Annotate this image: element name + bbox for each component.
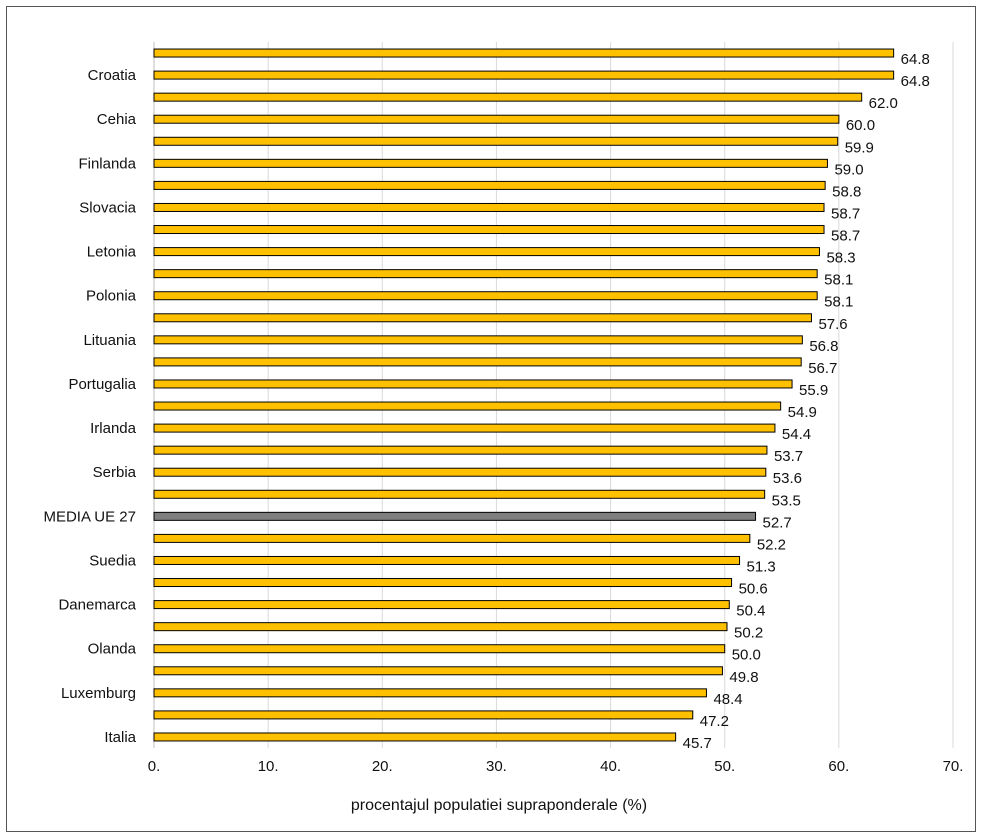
- bar: [153, 158, 828, 168]
- value-labels: 64.864.862.060.059.959.058.858.758.758.3…: [683, 51, 930, 752]
- value-label: 58.3: [826, 250, 855, 267]
- bar: [153, 555, 741, 565]
- category-label: Suedia: [89, 552, 136, 569]
- value-label: 50.0: [732, 647, 761, 664]
- x-tick-label: 20.: [372, 758, 393, 775]
- bar: [153, 70, 895, 80]
- value-label: 55.9: [799, 382, 828, 399]
- bar: [153, 423, 776, 433]
- x-tick-label: 70.: [943, 758, 964, 775]
- value-label: 45.7: [683, 735, 712, 752]
- value-label: 58.8: [832, 183, 861, 200]
- bar: [153, 48, 895, 58]
- category-label: Luxemburg: [61, 685, 136, 702]
- bar: [153, 533, 751, 543]
- bar: [153, 291, 818, 301]
- bars: [153, 48, 895, 742]
- bar-chart: 64.864.862.060.059.959.058.858.758.758.3…: [43, 42, 964, 814]
- category-label: Croatia: [88, 67, 137, 84]
- x-tick-label: 10.: [258, 758, 279, 775]
- category-label: Lituania: [83, 332, 136, 349]
- bar: [153, 644, 726, 654]
- value-label: 53.6: [773, 470, 802, 487]
- value-label: 53.7: [774, 448, 803, 465]
- value-label: 51.3: [747, 558, 776, 575]
- category-label: Italia: [104, 729, 136, 746]
- value-label: 56.7: [808, 360, 837, 377]
- value-label: 48.4: [713, 691, 742, 708]
- bar: [153, 666, 723, 676]
- category-label: Slovacia: [79, 199, 136, 216]
- bar: [153, 732, 677, 742]
- category-labels: Croatia Cehia Finlanda Slovacia Letonia Polon…: [43, 67, 136, 746]
- x-tick-labels: 0. 10. 20. 30. 40. 50. 60. 70.: [148, 758, 964, 775]
- bar: [153, 180, 826, 190]
- category-label: Olanda: [88, 641, 137, 658]
- value-label: 52.2: [757, 536, 786, 553]
- value-label: 59.9: [845, 139, 874, 156]
- bar: [153, 710, 694, 720]
- value-label: 50.4: [736, 603, 765, 620]
- value-label: 53.5: [772, 492, 801, 509]
- bar: [153, 92, 863, 102]
- bar: [153, 247, 820, 257]
- category-label: Irlanda: [90, 420, 137, 437]
- gridlines: [153, 42, 954, 748]
- x-tick-label: 60.: [828, 758, 849, 775]
- bar: [153, 225, 825, 235]
- category-label: Finlanda: [78, 155, 136, 172]
- value-label: 56.8: [809, 338, 838, 355]
- bar: [153, 445, 768, 455]
- value-label: 54.4: [782, 426, 811, 443]
- bar: [153, 622, 728, 632]
- bar: [153, 335, 803, 345]
- value-label: 60.0: [846, 117, 875, 134]
- bar: [153, 136, 839, 146]
- value-label: 64.8: [901, 73, 930, 90]
- bar: [153, 269, 818, 279]
- bar: [153, 357, 802, 367]
- bar: [153, 379, 793, 389]
- x-axis-title: procentajul populatiei supraponderale (%…: [351, 797, 647, 814]
- bar-highlight: [153, 511, 757, 521]
- category-label: Danemarca: [58, 597, 136, 614]
- value-label: 47.2: [700, 713, 729, 730]
- category-label: Cehia: [97, 111, 137, 128]
- bar: [153, 467, 767, 477]
- bar: [153, 688, 707, 698]
- value-label: 62.0: [869, 95, 898, 112]
- bar: [153, 578, 733, 588]
- bar: [153, 401, 782, 411]
- value-label: 54.9: [788, 404, 817, 421]
- value-label: 58.1: [824, 272, 853, 289]
- value-label: 64.8: [901, 51, 930, 68]
- value-label: 57.6: [818, 316, 847, 333]
- bar: [153, 489, 766, 499]
- value-label: 50.6: [739, 581, 768, 598]
- x-tick-label: 30.: [486, 758, 507, 775]
- category-label: Letonia: [87, 244, 137, 261]
- value-label: 52.7: [763, 514, 792, 531]
- bar: [153, 114, 840, 124]
- bar: [153, 202, 825, 212]
- value-label: 58.7: [831, 205, 860, 222]
- value-label: 49.8: [729, 669, 758, 686]
- category-label: Serbia: [93, 464, 137, 481]
- value-label: 58.1: [824, 294, 853, 311]
- category-label: Portugalia: [68, 376, 136, 393]
- category-label: MEDIA UE 27: [43, 508, 136, 525]
- category-label: Polonia: [86, 288, 137, 305]
- value-label: 58.7: [831, 228, 860, 245]
- bar: [153, 600, 730, 610]
- value-label: 59.0: [834, 161, 863, 178]
- x-tick-label: 0.: [148, 758, 161, 775]
- x-tick-label: 50.: [714, 758, 735, 775]
- chart-frame: 64.8 64.8 62.0 60.0 59.9 59.0 58.8 58.7 58.7 58.3…: [6, 6, 976, 832]
- x-tick-label: 40.: [600, 758, 621, 775]
- value-label: 50.2: [734, 625, 763, 642]
- bar: [153, 313, 812, 323]
